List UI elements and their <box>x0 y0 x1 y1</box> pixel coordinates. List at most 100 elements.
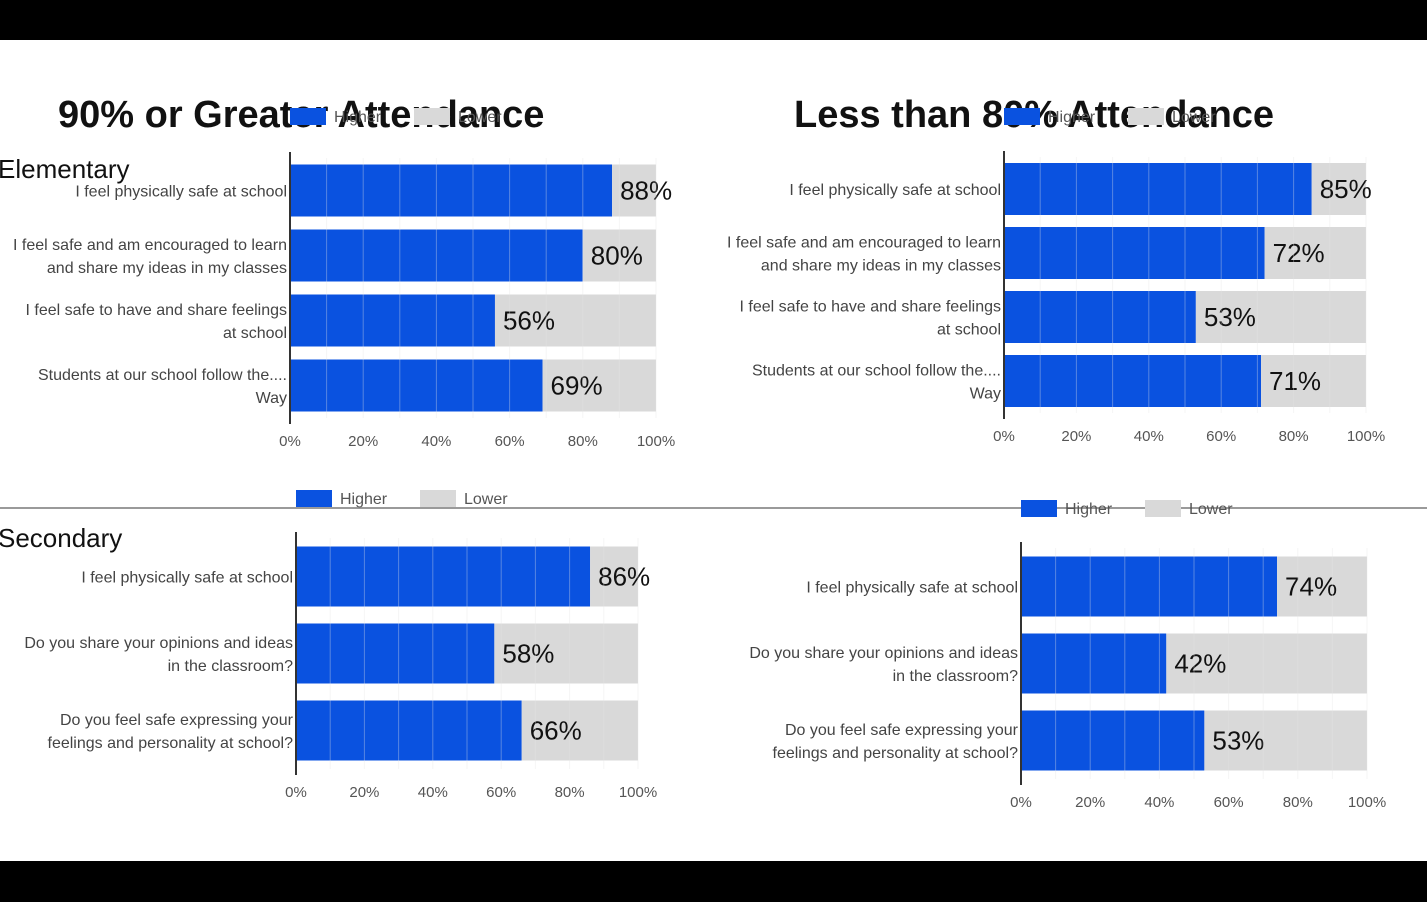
bar-lower <box>582 229 656 282</box>
chart-secondary-low-attendance: Higher Lower 74% I feel physically safe at … <box>749 500 1386 811</box>
bar-lower <box>1166 633 1367 694</box>
x-tick-label: 100% <box>1347 428 1385 445</box>
x-tick-label: 0% <box>1010 794 1032 811</box>
category-label: I feel physically safe at school <box>81 570 293 587</box>
x-tick-label: 20% <box>349 784 379 801</box>
category-label: Do you feel safe expressing your <box>60 712 294 729</box>
category-label: Way <box>256 390 287 407</box>
bar-higher <box>1004 227 1265 279</box>
category-label: and share my ideas in my classes <box>761 258 1001 275</box>
section-divider <box>0 507 1427 509</box>
x-tick-label: 40% <box>418 784 448 801</box>
category-label: I feel safe to have and share feelings <box>739 299 1001 316</box>
legend-label-higher: Higher <box>334 109 382 126</box>
x-tick-label: 40% <box>1134 428 1164 445</box>
category-label: Do you share your opinions and ideas <box>749 645 1018 662</box>
category-label: I feel safe and am encouraged to learn <box>13 237 287 254</box>
bar-lower <box>1311 163 1366 215</box>
bar-lower <box>1264 227 1366 279</box>
legend-swatch-higher <box>290 108 326 125</box>
bar-lower <box>1277 556 1367 617</box>
data-label: 53% <box>1204 302 1256 332</box>
category-label: I feel physically safe at school <box>806 580 1018 597</box>
legend-label-lower: Lower <box>458 109 502 126</box>
legend-swatch-lower <box>1145 500 1181 517</box>
legend-swatch-lower <box>1128 108 1164 125</box>
category-label: I feel physically safe at school <box>789 182 1001 199</box>
bar-higher <box>290 164 613 217</box>
legend-label-higher: Higher <box>1065 501 1113 518</box>
x-tick-label: 60% <box>486 784 516 801</box>
bar-lower <box>1204 710 1367 771</box>
data-label: 66% <box>530 716 582 746</box>
chart-elementary-high-attendance: Higher Lower 88% I feel physically safe at … <box>13 108 675 450</box>
data-label: 86% <box>598 562 650 592</box>
x-tick-label: 0% <box>993 428 1015 445</box>
bar-lower <box>542 359 656 412</box>
bar-higher <box>296 546 591 607</box>
bar-lower <box>494 294 656 347</box>
category-label: in the classroom? <box>893 668 1018 685</box>
category-label: at school <box>937 322 1001 339</box>
chart-secondary-high-attendance: Higher Lower 86% I feel physically safe at … <box>24 490 657 801</box>
category-label: Do you feel safe expressing your <box>785 722 1019 739</box>
data-label: 80% <box>591 241 643 271</box>
x-tick-label: 40% <box>1144 794 1174 811</box>
category-label: Students at our school follow the.... <box>38 367 287 384</box>
bottom-letterbox-bar <box>0 861 1427 902</box>
data-label: 85% <box>1320 174 1372 204</box>
legend-swatch-higher <box>1004 108 1040 125</box>
x-tick-label: 60% <box>495 433 525 450</box>
legend-label-lower: Lower <box>1189 501 1233 518</box>
bar-higher <box>1021 633 1167 694</box>
category-label: feelings and personality at school? <box>773 745 1019 762</box>
x-tick-label: 20% <box>1075 794 1105 811</box>
category-label: and share my ideas in my classes <box>47 260 287 277</box>
legend-label-higher: Higher <box>1048 109 1096 126</box>
x-tick-label: 80% <box>1279 428 1309 445</box>
data-label: 56% <box>503 306 555 336</box>
x-tick-label: 80% <box>568 433 598 450</box>
bar-higher <box>290 294 495 347</box>
slide: 90% or Greater Attendance Less than 80% … <box>0 40 1427 861</box>
data-label: 72% <box>1273 238 1325 268</box>
data-label: 74% <box>1285 572 1337 602</box>
x-tick-label: 20% <box>348 433 378 450</box>
category-label: in the classroom? <box>168 658 293 675</box>
category-label: I feel safe to have and share feelings <box>25 302 287 319</box>
bar-higher <box>296 623 495 684</box>
x-tick-label: 40% <box>421 433 451 450</box>
legend-swatch-lower <box>414 108 450 125</box>
data-label: 88% <box>620 176 672 206</box>
bar-lower <box>521 700 638 761</box>
bar-higher <box>1004 163 1312 215</box>
x-tick-label: 0% <box>279 433 301 450</box>
bar-lower <box>590 546 638 607</box>
data-label: 69% <box>551 371 603 401</box>
chart-elementary-low-attendance: Higher Lower 85% I feel physically safe at … <box>727 108 1385 445</box>
x-tick-label: 60% <box>1214 794 1244 811</box>
category-label: I feel safe and am encouraged to learn <box>727 235 1001 252</box>
bar-higher <box>290 229 583 282</box>
category-label: feelings and personality at school? <box>48 735 294 752</box>
x-tick-label: 100% <box>619 784 657 801</box>
legend-label-lower: Lower <box>464 491 508 508</box>
category-label: at school <box>223 325 287 342</box>
bar-higher <box>290 359 543 412</box>
category-label: Way <box>970 386 1001 403</box>
section-secondary: Secondary <box>0 523 123 553</box>
section-elementary: Elementary <box>0 154 130 184</box>
x-tick-label: 80% <box>555 784 585 801</box>
category-label: I feel physically safe at school <box>75 184 287 201</box>
bar-higher <box>1004 291 1196 343</box>
legend-label-lower: Lower <box>1172 109 1216 126</box>
legend-label-higher: Higher <box>340 491 388 508</box>
data-label: 53% <box>1212 726 1264 756</box>
x-tick-label: 100% <box>1348 794 1386 811</box>
legend-swatch-higher <box>1021 500 1057 517</box>
category-label: Do you share your opinions and ideas <box>24 635 293 652</box>
data-label: 71% <box>1269 366 1321 396</box>
bar-higher <box>1021 556 1278 617</box>
data-label: 42% <box>1174 649 1226 679</box>
legend-swatch-higher <box>296 490 332 507</box>
